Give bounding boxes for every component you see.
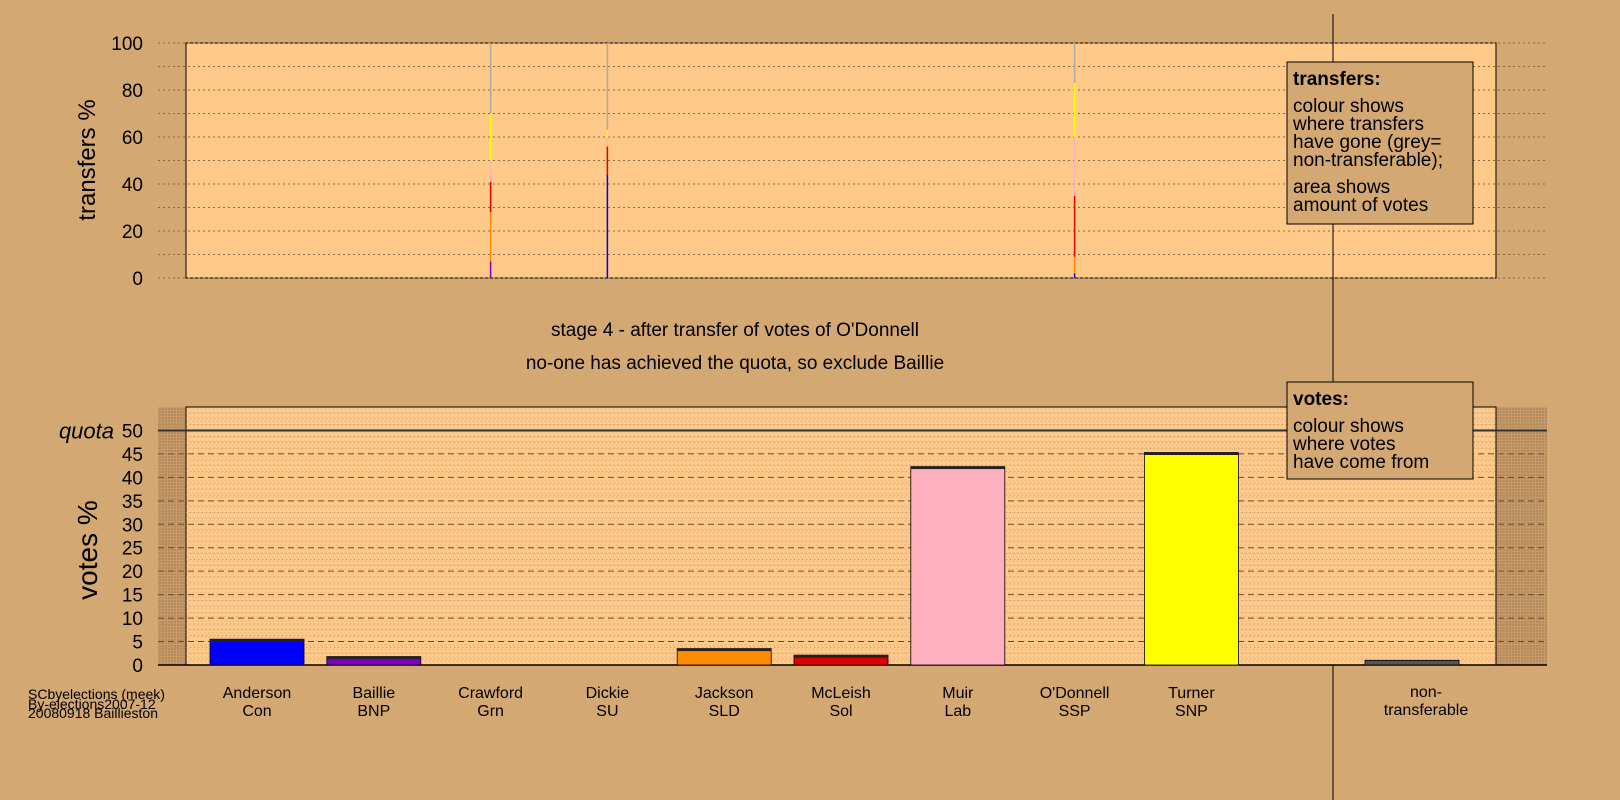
transfer-segment	[606, 129, 609, 137]
transfers-legend-line: non-transferable);	[1293, 150, 1443, 171]
votes-legend-box	[1286, 381, 1474, 480]
votes-y-tick-label: 40	[122, 468, 143, 489]
stage-subtitle: no-one has achieved the quota, so exclud…	[526, 353, 944, 374]
transfer-segment	[1073, 256, 1076, 274]
votes-legend-line: colour shows	[1293, 416, 1404, 437]
votes-legend-line: have come from	[1293, 452, 1429, 473]
vote-bar-cap	[794, 655, 888, 658]
transfers-legend-title: transfers:	[1293, 69, 1381, 90]
votes-bars	[209, 452, 1460, 666]
transfers-legend-line: colour shows	[1293, 96, 1404, 117]
votes-y-axis-label: votes %	[72, 500, 103, 600]
candidate-party: Grn	[477, 703, 504, 720]
votes-y-tick-label: 20	[122, 562, 143, 583]
candidate-party: Con	[242, 703, 271, 720]
transfers-y-axis-label: transfers %	[74, 99, 101, 220]
quota-label: quota	[59, 418, 114, 443]
vote-bar-cap	[910, 466, 1005, 470]
transfer-segment	[489, 43, 492, 114]
footer-line: By-elections2007-12	[28, 696, 156, 712]
votes-legend-line: where votes	[1292, 434, 1395, 455]
stage-title: stage 4 - after transfer of votes of O'D…	[551, 320, 919, 341]
votes-legend: votes: colour shows where votes have com…	[1286, 381, 1474, 480]
candidate-party: Sol	[829, 703, 852, 720]
transfers-y-tick-label: 80	[122, 81, 143, 102]
nontransferable-label: transferable	[1384, 702, 1469, 719]
candidate-party: SU	[596, 703, 618, 720]
transfers-y-tick-label: 60	[122, 128, 143, 149]
vote-bar-cap	[677, 648, 772, 652]
transfer-segment	[1073, 273, 1076, 278]
candidate-party: Lab	[944, 703, 971, 720]
vote-bar	[910, 466, 1006, 666]
votes-y-tick-label: 10	[122, 609, 143, 630]
vote-bar-cap	[326, 656, 421, 660]
transfer-segment	[606, 137, 609, 147]
transfers-y-tick-label: 40	[122, 175, 143, 196]
transfers-gridlines	[158, 42, 1547, 279]
votes-y-tick-label: 15	[122, 586, 143, 607]
footer: SCbyelections (meek) By-elections2007-12…	[28, 686, 165, 721]
candidate-name: Anderson	[223, 685, 292, 702]
transfer-segment	[489, 261, 492, 278]
votes-y-tick-label: 25	[122, 539, 143, 560]
transfer-segment	[489, 113, 492, 161]
candidate-name: Baillie	[352, 685, 395, 702]
candidate-name: Muir	[942, 685, 974, 702]
transfers-legend-line: area shows	[1293, 177, 1390, 198]
votes-right-shade	[1496, 407, 1547, 665]
transfers-legend-line: where transfers	[1292, 114, 1424, 135]
votes-y-tick-label: 0	[132, 656, 143, 677]
transfer-segment	[606, 174, 609, 278]
transfers-y-tick-label: 100	[111, 34, 143, 55]
transfers-y-ticks: 0 20 40 60 80 100	[111, 34, 143, 290]
votes-plot-texture	[186, 407, 1496, 665]
candidate-name: Turner	[1168, 685, 1215, 702]
votes-legend-title: votes:	[1293, 389, 1349, 410]
transfers-legend-line: amount of votes	[1293, 195, 1428, 216]
votes-y-tick-label: 45	[122, 445, 143, 466]
votes-y-tick-label: 35	[122, 492, 143, 513]
transfer-segment	[489, 160, 492, 182]
vote-bar-cap	[210, 639, 304, 642]
candidate-party: SNP	[1175, 703, 1208, 720]
nontransferable-label: non-	[1410, 684, 1442, 701]
transfer-segment	[606, 146, 609, 175]
candidate-name: McLeish	[811, 685, 871, 702]
nontransferable-bar	[1364, 659, 1460, 666]
transfer-segment	[489, 212, 492, 262]
transfers-legend-box	[1286, 61, 1474, 225]
transfer-segment	[489, 181, 492, 213]
votes-y-tick-label: 50	[122, 421, 143, 442]
candidate-name: Jackson	[695, 685, 754, 702]
vote-bar-cap	[1144, 452, 1239, 456]
transfer-segment	[1073, 137, 1076, 196]
transfers-y-tick-label: 0	[132, 269, 143, 290]
candidate-party: BNP	[357, 703, 390, 720]
transfer-segment	[1073, 195, 1076, 257]
footer-line: SCbyelections (meek)	[28, 686, 165, 702]
candidate-party: SSP	[1059, 703, 1091, 720]
vote-bar	[1144, 452, 1239, 666]
candidate-party: SLD	[709, 703, 740, 720]
transfers-legend: transfers: colour shows where transfers …	[1286, 61, 1474, 225]
votes-y-tick-label: 30	[122, 515, 143, 536]
transfer-segment	[606, 43, 609, 130]
footer-line: 20080918 Baillieston	[28, 705, 158, 721]
candidate-name: O'Donnell	[1040, 685, 1110, 702]
transfers-columns	[489, 43, 1076, 278]
transfers-y-tick-label: 20	[122, 222, 143, 243]
transfers-legend-line: have gone (grey=	[1293, 132, 1441, 153]
vote-bar	[209, 638, 305, 666]
transfer-segment	[1073, 43, 1076, 83]
transfers-panel: 0 20 40 60 80 100 transfers %	[74, 34, 1547, 290]
candidate-name: Dickie	[586, 685, 630, 702]
candidate-name: Crawford	[458, 685, 523, 702]
votes-y-tick-label: 5	[132, 633, 143, 654]
transfer-segment	[1073, 82, 1076, 137]
